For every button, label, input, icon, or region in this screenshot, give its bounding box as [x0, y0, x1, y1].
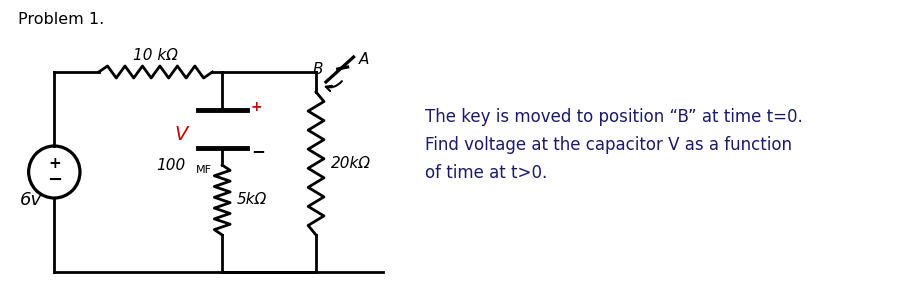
Text: B: B	[312, 62, 323, 77]
Text: 6v: 6v	[20, 191, 41, 209]
Text: Problem 1.: Problem 1.	[18, 12, 104, 27]
Text: +: +	[251, 100, 262, 114]
Text: 5kΩ: 5kΩ	[236, 192, 267, 207]
Text: 10 kΩ: 10 kΩ	[133, 48, 178, 63]
Text: +: +	[48, 156, 60, 171]
Text: V: V	[174, 124, 188, 143]
Text: The key is moved to position “B” at time t=0.: The key is moved to position “B” at time…	[424, 108, 802, 126]
Text: Find voltage at the capacitor V as a function: Find voltage at the capacitor V as a fun…	[424, 136, 791, 154]
Text: 100: 100	[156, 159, 186, 174]
Text: MF: MF	[196, 165, 211, 175]
Text: −: −	[251, 142, 264, 160]
Text: of time at t>0.: of time at t>0.	[424, 164, 547, 182]
Text: A: A	[358, 52, 369, 66]
Text: −: −	[47, 171, 62, 189]
Text: 20kΩ: 20kΩ	[330, 156, 371, 171]
